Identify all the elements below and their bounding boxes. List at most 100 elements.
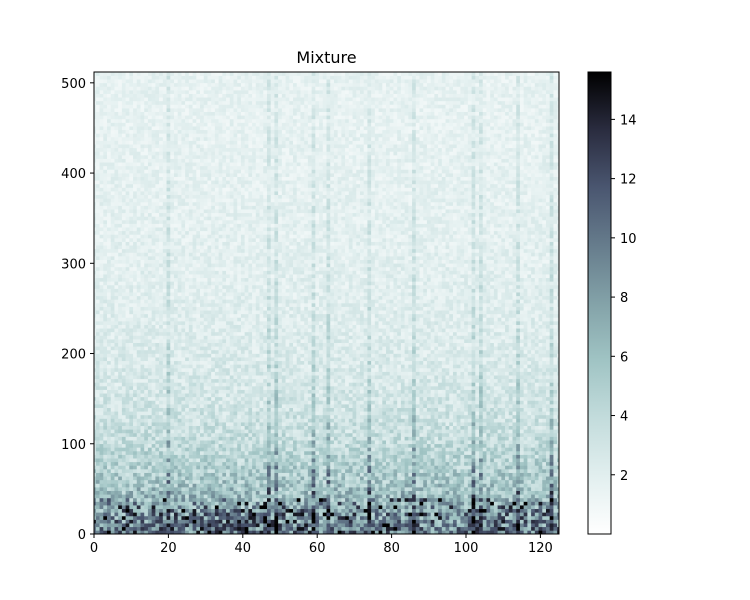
heatmap-cell bbox=[136, 447, 141, 452]
heatmap-cell bbox=[107, 465, 112, 470]
heatmap-cell bbox=[99, 357, 104, 362]
heatmap-cell bbox=[200, 219, 205, 224]
heatmap-cell bbox=[144, 360, 149, 365]
heatmap-cell bbox=[200, 306, 205, 311]
heatmap-cell bbox=[170, 133, 175, 138]
heatmap-cell bbox=[166, 118, 171, 123]
heatmap-cell bbox=[107, 393, 112, 398]
heatmap-cell bbox=[144, 512, 149, 517]
heatmap-cell bbox=[114, 155, 119, 159]
heatmap-cell bbox=[207, 505, 212, 510]
heatmap-cell bbox=[214, 505, 219, 510]
heatmap-cell bbox=[103, 425, 108, 430]
heatmap-cell bbox=[155, 230, 160, 235]
heatmap-cell bbox=[162, 530, 167, 535]
heatmap-cell bbox=[94, 277, 97, 282]
heatmap-cell bbox=[196, 313, 201, 318]
heatmap-cell bbox=[107, 429, 112, 434]
heatmap-cell bbox=[159, 306, 164, 311]
heatmap-cell bbox=[133, 212, 138, 217]
heatmap-cell bbox=[166, 79, 171, 84]
heatmap-cell bbox=[95, 429, 100, 434]
heatmap-cell bbox=[192, 281, 197, 286]
heatmap-cell bbox=[222, 530, 227, 535]
heatmap-cell bbox=[211, 256, 216, 260]
heatmap-cell bbox=[144, 205, 149, 210]
heatmap-cell bbox=[110, 115, 115, 120]
heatmap-cell bbox=[177, 382, 182, 387]
heatmap-cell bbox=[99, 183, 104, 188]
heatmap-cell bbox=[200, 360, 205, 365]
heatmap-cell bbox=[226, 501, 231, 506]
heatmap-cell bbox=[95, 505, 100, 510]
heatmap-cell bbox=[170, 461, 175, 466]
heatmap-cell bbox=[229, 104, 234, 109]
heatmap-cell bbox=[192, 346, 197, 351]
heatmap-cell bbox=[110, 447, 115, 452]
heatmap-cell bbox=[155, 425, 160, 430]
heatmap-cell bbox=[229, 346, 234, 351]
heatmap-cell bbox=[226, 108, 231, 112]
heatmap-cell bbox=[95, 79, 100, 84]
heatmap-cell bbox=[129, 469, 134, 473]
heatmap-cell bbox=[162, 115, 167, 120]
heatmap-cell bbox=[125, 111, 130, 116]
heatmap-cell bbox=[159, 158, 164, 163]
heatmap-cell bbox=[107, 140, 112, 145]
heatmap-cell bbox=[125, 418, 130, 423]
heatmap-cell bbox=[118, 115, 123, 120]
heatmap-cell bbox=[192, 497, 197, 502]
heatmap-cell bbox=[140, 386, 145, 390]
heatmap-cell bbox=[166, 241, 171, 246]
heatmap-cell bbox=[159, 111, 164, 116]
heatmap-cell bbox=[151, 501, 156, 506]
heatmap-cell bbox=[211, 425, 216, 430]
heatmap-cell bbox=[133, 90, 138, 94]
heatmap-cell bbox=[211, 126, 216, 131]
heatmap-cell bbox=[95, 422, 100, 427]
heatmap-cell bbox=[147, 422, 152, 427]
heatmap-cell bbox=[144, 487, 149, 491]
heatmap-cell bbox=[94, 418, 97, 423]
heatmap-cell bbox=[173, 100, 178, 105]
heatmap-cell bbox=[159, 266, 164, 271]
heatmap-cell bbox=[114, 364, 119, 369]
heatmap-cell bbox=[99, 465, 104, 470]
heatmap-cell bbox=[188, 342, 193, 347]
heatmap-cell bbox=[118, 97, 123, 102]
heatmap-cell bbox=[133, 328, 138, 333]
heatmap-cell bbox=[218, 97, 223, 102]
heatmap-cell bbox=[170, 407, 175, 412]
heatmap-cell bbox=[196, 422, 201, 427]
heatmap-cell bbox=[214, 266, 219, 271]
heatmap-cell bbox=[118, 72, 123, 76]
heatmap-cell bbox=[166, 259, 171, 264]
heatmap-cell bbox=[226, 422, 231, 427]
heatmap-cell bbox=[125, 245, 130, 250]
heatmap-cell bbox=[121, 284, 126, 289]
heatmap-cell bbox=[151, 140, 156, 145]
heatmap-cell bbox=[118, 187, 123, 192]
heatmap-cell bbox=[203, 263, 208, 268]
heatmap-cell bbox=[200, 497, 205, 502]
heatmap-cell bbox=[155, 378, 160, 383]
heatmap-cell bbox=[188, 364, 193, 369]
heatmap-cell bbox=[94, 342, 97, 347]
heatmap-cell bbox=[229, 191, 234, 196]
heatmap-cell bbox=[200, 331, 205, 336]
heatmap-cell bbox=[207, 393, 212, 398]
heatmap-cell bbox=[110, 501, 115, 506]
heatmap-cell bbox=[133, 108, 138, 112]
heatmap-cell bbox=[94, 324, 97, 329]
heatmap-cell bbox=[99, 483, 104, 488]
heatmap-cell bbox=[170, 75, 175, 80]
heatmap-cell bbox=[121, 530, 126, 535]
heatmap-cell bbox=[188, 371, 193, 376]
heatmap-cell bbox=[159, 382, 164, 387]
heatmap-cell bbox=[103, 259, 108, 264]
heatmap-cell bbox=[203, 353, 208, 358]
heatmap-cell bbox=[144, 306, 149, 311]
heatmap-cell bbox=[103, 292, 108, 297]
heatmap-cell bbox=[103, 321, 108, 325]
heatmap-cell bbox=[133, 140, 138, 145]
